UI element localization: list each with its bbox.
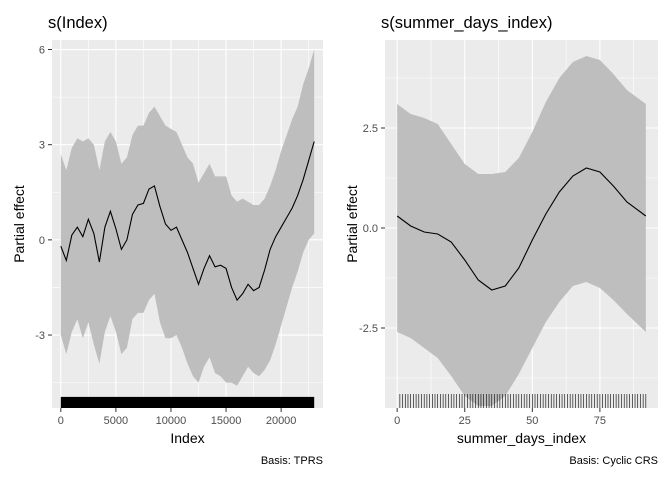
rug-marks — [399, 394, 647, 408]
fit-line — [60, 141, 315, 302]
y-axis-title: Partial effect — [344, 185, 360, 263]
y-tick-label: -3 — [35, 330, 45, 342]
basis-caption: Basis: Cyclic CRS — [569, 455, 658, 467]
x-tick-label: 15000 — [211, 415, 242, 427]
y-tick-label: 3 — [39, 140, 45, 152]
y-tick-label: 0.0 — [363, 223, 378, 235]
chart-title: s(summer_days_index) — [381, 14, 552, 32]
x-axis-title: Index — [170, 430, 204, 446]
fit-line — [396, 167, 647, 291]
x-tick-label: 20000 — [266, 415, 297, 427]
y-tick-label: 2.5 — [363, 123, 378, 135]
x-tick-label: 0 — [394, 415, 400, 427]
x-tick-label: 0 — [58, 415, 64, 427]
x-tick-label: 10000 — [156, 415, 187, 427]
chart-panel-2: 0 25 50 75 -2.5 0.0 2.5 s(summer_days_index)sum… — [344, 14, 658, 467]
x-tick-label: 5000 — [104, 415, 128, 427]
rug-marks — [60, 396, 315, 408]
chart-title: s(Index) — [48, 14, 108, 32]
y-tick-label: 0 — [39, 235, 45, 247]
x-tick-label: 75 — [594, 415, 606, 427]
x-tick-label: 50 — [526, 415, 538, 427]
y-axis-title: Partial effect — [11, 185, 27, 263]
confidence-band — [397, 56, 646, 406]
basis-caption: Basis: TPRS — [261, 455, 323, 467]
y-tick-label: -2.5 — [359, 323, 378, 335]
x-tick-label: 25 — [459, 415, 471, 427]
x-axis-title: summer_days_index — [457, 430, 586, 446]
y-tick-label: 6 — [39, 45, 45, 57]
chart-panel-1: 0 5000 10000 15000 20000 -3 0 3 6 s(Index) Index Pa… — [11, 14, 323, 467]
confidence-band — [60, 49, 315, 386]
